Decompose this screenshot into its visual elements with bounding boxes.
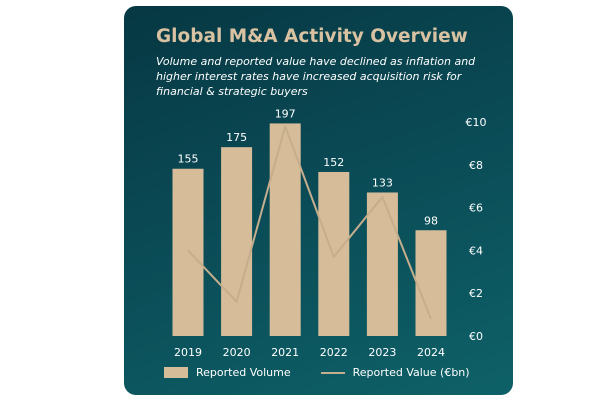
- y-right-tick-4: €8: [469, 159, 483, 172]
- x-tick-label-2022: 2022: [320, 346, 348, 359]
- y-right-tick-0: €0: [469, 330, 483, 343]
- x-tick-label-2019: 2019: [174, 346, 202, 359]
- chart-plot: 155 2019 175 2020 197 2021 152 2022 133 2023 98 202…: [172, 107, 487, 359]
- bar-2020: [221, 147, 253, 336]
- y-right-tick-2: €4: [469, 244, 483, 257]
- bar-label-2021: 197: [275, 107, 296, 120]
- y-right-tick-1: €2: [469, 287, 483, 300]
- bar-label-2020: 175: [226, 131, 247, 144]
- bar-label-2022: 152: [323, 156, 344, 169]
- legend-swatch-volume: [164, 367, 188, 378]
- legend-swatch-value: [320, 371, 345, 374]
- chart-card: Global M&A Activity Overview Volume and …: [124, 6, 513, 395]
- x-tick-label-2020: 2020: [223, 346, 251, 359]
- x-tick-label-2024: 2024: [417, 346, 445, 359]
- bar-2023: [366, 192, 398, 336]
- bar-2019: [172, 168, 204, 336]
- legend-label-value: Reported Value (€bn): [352, 366, 470, 379]
- bar-label-2023: 133: [372, 176, 393, 189]
- bar-2024: [415, 230, 447, 336]
- bar-label-2024: 98: [424, 214, 438, 227]
- x-tick-label-2023: 2023: [368, 346, 396, 359]
- legend-label-volume: Reported Volume: [196, 366, 291, 379]
- bar-2021: [269, 123, 301, 337]
- y-right-tick-3: €6: [469, 202, 483, 215]
- y-right-tick-5: €10: [466, 116, 487, 129]
- bar-label-2019: 155: [178, 153, 199, 166]
- chart-title: Global M&A Activity Overview: [156, 26, 468, 47]
- value-line: [187, 125, 432, 320]
- x-tick-label-2021: 2021: [271, 346, 299, 359]
- chart-legend: Reported Volume Reported Value (€bn): [164, 366, 470, 379]
- chart-subtitle: Volume and reported value have declined …: [156, 55, 476, 98]
